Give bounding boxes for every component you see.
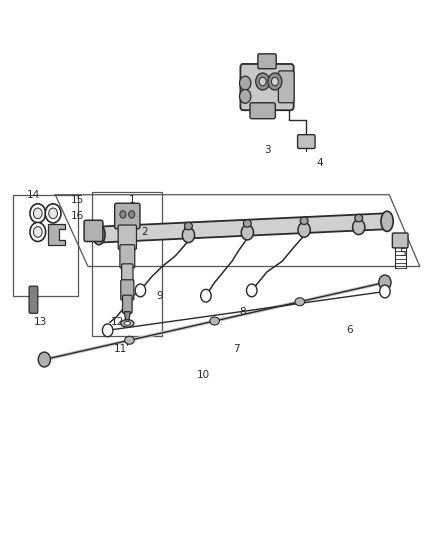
Text: 1: 1 <box>128 195 135 205</box>
Ellipse shape <box>210 317 219 325</box>
Circle shape <box>247 284 257 297</box>
FancyBboxPatch shape <box>279 71 294 103</box>
Text: 8: 8 <box>240 306 246 317</box>
Text: 3: 3 <box>264 144 270 155</box>
FancyBboxPatch shape <box>122 264 133 284</box>
Circle shape <box>268 73 282 90</box>
Bar <box>13 195 78 296</box>
Text: 2: 2 <box>141 227 148 237</box>
Text: 15: 15 <box>71 195 84 205</box>
Text: 11: 11 <box>114 344 127 354</box>
FancyBboxPatch shape <box>120 245 135 268</box>
FancyBboxPatch shape <box>392 233 408 248</box>
FancyBboxPatch shape <box>123 295 132 313</box>
Circle shape <box>240 76 251 90</box>
Ellipse shape <box>298 222 310 237</box>
Circle shape <box>240 90 251 103</box>
Ellipse shape <box>93 224 105 245</box>
FancyBboxPatch shape <box>250 103 276 119</box>
Circle shape <box>272 77 279 86</box>
Text: 9: 9 <box>157 290 163 301</box>
Ellipse shape <box>381 211 393 231</box>
Ellipse shape <box>300 217 308 224</box>
Ellipse shape <box>241 225 254 240</box>
Circle shape <box>49 208 57 219</box>
FancyBboxPatch shape <box>258 54 276 69</box>
Ellipse shape <box>182 228 194 243</box>
Circle shape <box>102 324 113 337</box>
FancyBboxPatch shape <box>121 280 134 300</box>
Circle shape <box>129 211 135 218</box>
Circle shape <box>379 275 391 290</box>
Ellipse shape <box>184 222 192 230</box>
FancyBboxPatch shape <box>240 64 293 110</box>
Bar <box>92 192 162 336</box>
Ellipse shape <box>244 220 251 227</box>
Polygon shape <box>99 213 385 243</box>
Ellipse shape <box>121 320 134 327</box>
Text: 5: 5 <box>399 248 406 258</box>
Circle shape <box>33 208 42 219</box>
Circle shape <box>45 204 61 223</box>
Circle shape <box>120 211 126 218</box>
Circle shape <box>33 227 42 237</box>
Polygon shape <box>48 224 65 245</box>
Text: 7: 7 <box>233 344 240 354</box>
Circle shape <box>380 285 390 298</box>
Text: 12: 12 <box>111 317 124 327</box>
Text: 14: 14 <box>27 190 40 200</box>
Circle shape <box>30 204 46 223</box>
FancyBboxPatch shape <box>84 220 103 241</box>
Ellipse shape <box>124 321 131 325</box>
Circle shape <box>259 77 266 86</box>
Ellipse shape <box>125 336 134 344</box>
Text: 13: 13 <box>33 317 46 327</box>
Circle shape <box>201 289 211 302</box>
FancyBboxPatch shape <box>118 225 137 249</box>
Ellipse shape <box>295 298 304 306</box>
Circle shape <box>38 352 50 367</box>
FancyBboxPatch shape <box>297 135 315 149</box>
Circle shape <box>256 73 270 90</box>
Text: 6: 6 <box>346 325 353 335</box>
Text: 4: 4 <box>316 158 323 168</box>
Ellipse shape <box>355 214 363 222</box>
Polygon shape <box>124 312 131 320</box>
Text: 16: 16 <box>71 211 84 221</box>
Ellipse shape <box>353 220 365 235</box>
Text: 10: 10 <box>197 370 210 381</box>
Circle shape <box>135 284 146 297</box>
FancyBboxPatch shape <box>115 203 140 229</box>
Circle shape <box>30 222 46 241</box>
FancyBboxPatch shape <box>29 286 38 313</box>
